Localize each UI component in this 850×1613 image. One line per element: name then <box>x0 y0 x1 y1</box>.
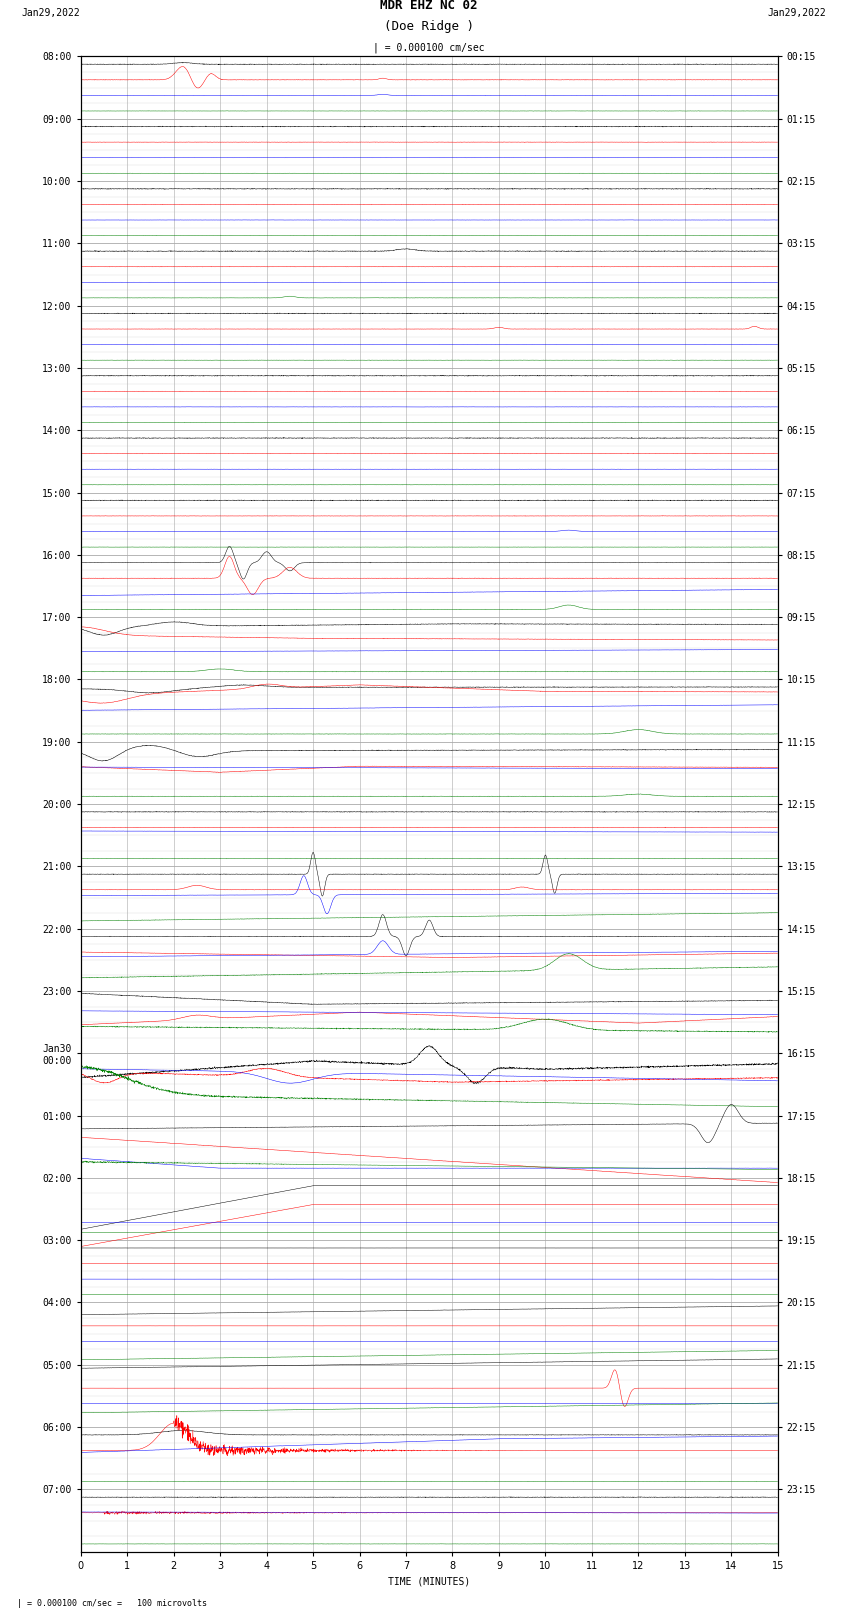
X-axis label: TIME (MINUTES): TIME (MINUTES) <box>388 1576 470 1586</box>
Text: (Doe Ridge ): (Doe Ridge ) <box>384 19 474 32</box>
Text: | = 0.000100 cm/sec =   100 microvolts: | = 0.000100 cm/sec = 100 microvolts <box>17 1598 207 1608</box>
Text: MDR EHZ NC 02: MDR EHZ NC 02 <box>381 0 478 11</box>
Text: | = 0.000100 cm/sec: | = 0.000100 cm/sec <box>373 44 485 53</box>
Text: Jan29,2022: Jan29,2022 <box>21 8 80 18</box>
Text: Jan29,2022: Jan29,2022 <box>768 8 826 18</box>
